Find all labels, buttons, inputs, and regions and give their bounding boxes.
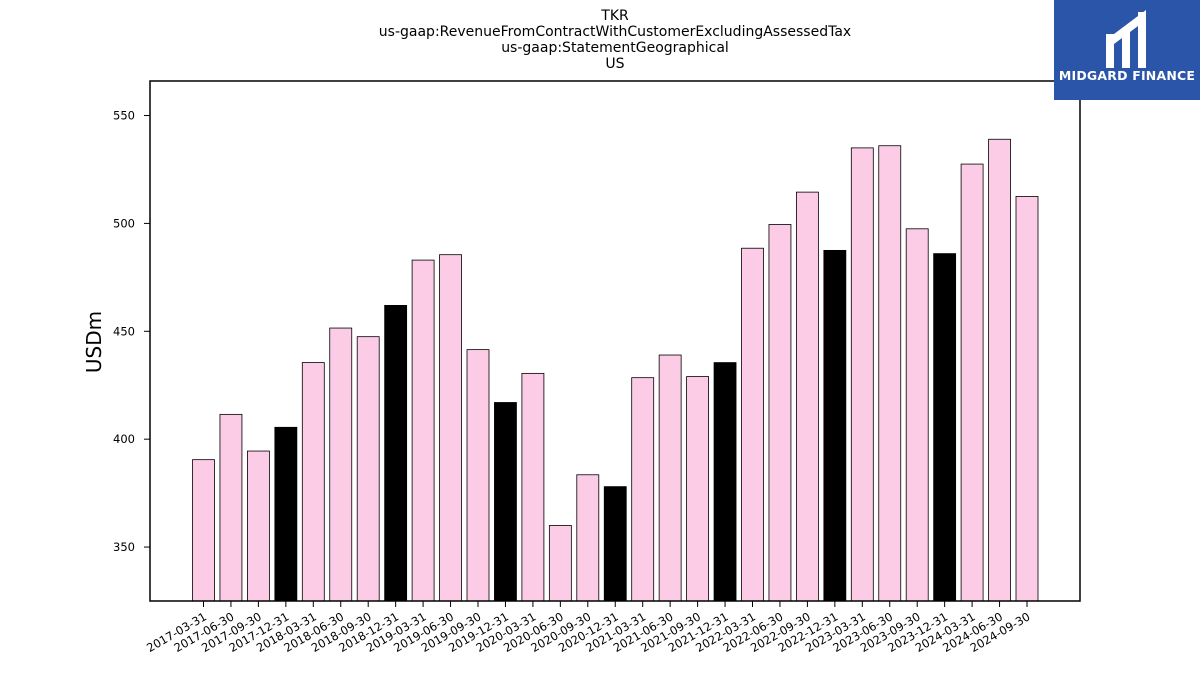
y-tick-label: 450 [113,324,135,338]
bar-2019-03-31 [411,259,435,602]
bar-2017-06-30 [219,413,243,602]
bar-2024-09-30 [1015,196,1039,602]
chart-title-line: us-gaap:StatementGeographical [501,40,729,56]
bar-2017-12-31 [274,426,298,602]
bar-2024-06-30 [988,138,1011,602]
bar-2021-03-31 [631,377,655,602]
chart-title-line: US [605,56,624,72]
y-tick-label: 400 [113,432,135,446]
bar-2020-12-31 [603,486,627,602]
bar-2023-03-31 [850,147,874,602]
plot-frame [149,80,1081,602]
bar-2022-06-30 [768,224,792,602]
bar-2017-03-31 [192,459,215,602]
bars [192,138,1039,602]
bar-2021-12-31 [713,362,737,602]
bar-2020-09-30 [576,474,600,602]
bar-2023-06-30 [878,145,902,602]
bar-2018-03-31 [301,362,325,602]
bar-2017-09-30 [246,450,270,602]
logo-mark-icon [1106,10,1146,68]
chart-title: TKRus-gaap:RevenueFromContractWithCustom… [379,8,851,72]
midgard-finance-logo: MIDGARD FINANCE [1054,0,1200,100]
x-axis: 2017-03-312017-06-302017-09-302017-12-31… [144,601,1033,655]
bar-2018-09-30 [356,336,380,602]
bar-2022-03-31 [741,247,764,602]
bar-2023-09-30 [905,228,929,602]
bar-2023-12-31 [933,253,957,602]
bar-2018-06-30 [329,327,353,602]
chart-title-line: us-gaap:RevenueFromContractWithCustomerE… [379,24,851,40]
logo-text: MIDGARD FINANCE [1058,68,1196,83]
y-axis: 350 400 450 500 550 [113,109,150,554]
y-axis-label: USDm [82,311,106,373]
bar-2022-09-30 [796,191,819,602]
bar-2024-03-31 [960,163,984,602]
bar-2022-12-31 [823,249,847,602]
bar-2021-06-30 [658,354,682,602]
bar-2021-09-30 [686,376,709,602]
bar-2019-12-31 [494,402,517,602]
chart-title-line: TKR [600,8,629,24]
y-tick-label: 350 [113,540,135,554]
bar-2020-06-30 [548,525,572,602]
bar-2020-03-31 [521,372,545,602]
bar-2018-12-31 [384,304,408,602]
bar-2019-06-30 [439,254,462,602]
y-tick-label: 550 [113,109,135,123]
bar-2019-09-30 [466,349,490,602]
y-tick-label: 500 [113,216,135,230]
